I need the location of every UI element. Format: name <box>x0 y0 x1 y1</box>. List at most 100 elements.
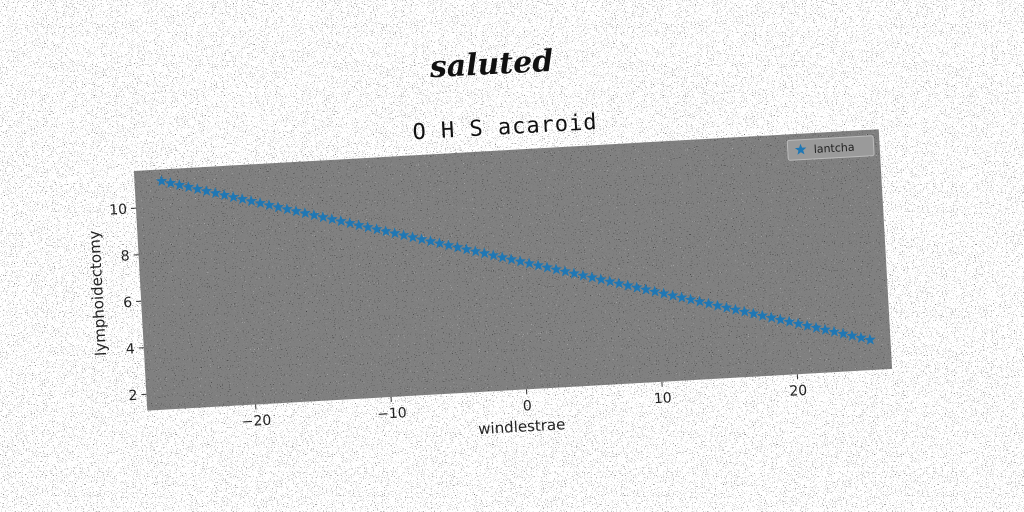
data-point <box>326 213 338 225</box>
data-point <box>577 269 589 281</box>
data-point <box>810 321 822 333</box>
data-point <box>505 253 517 265</box>
data-point <box>855 331 867 343</box>
data-point <box>281 203 293 215</box>
data-point <box>765 311 778 323</box>
figure-suptitle: saluted <box>428 44 554 85</box>
data-point <box>864 333 876 345</box>
data-point <box>245 195 257 207</box>
data-point <box>720 301 733 313</box>
data-point <box>451 241 464 253</box>
data-point <box>191 183 204 195</box>
data-point <box>667 289 679 301</box>
data-point <box>388 227 401 239</box>
x-tick-label: −20 <box>241 413 271 431</box>
x-tick-label: 10 <box>653 390 672 407</box>
data-point <box>460 243 473 255</box>
x-axis-label: windlestrae <box>478 415 566 438</box>
data-point <box>658 287 670 299</box>
data-point <box>613 277 625 289</box>
data-point <box>415 233 428 245</box>
data-point <box>586 271 598 283</box>
data-point <box>640 283 652 295</box>
data-point <box>433 237 446 249</box>
data-point <box>290 205 302 217</box>
data-point <box>478 247 491 259</box>
data-point <box>783 315 795 327</box>
data-point <box>254 197 266 209</box>
legend-box <box>786 135 875 161</box>
plot-noise-light <box>133 129 893 411</box>
data-point <box>819 323 831 335</box>
data-point <box>227 191 239 203</box>
y-tick-label: 2 <box>128 388 138 404</box>
data-point <box>550 263 562 275</box>
data-point <box>792 317 804 329</box>
y-tick-label: 10 <box>109 202 128 219</box>
data-point <box>182 181 195 193</box>
data-point <box>514 255 526 267</box>
data-point <box>675 291 688 303</box>
data-point <box>801 319 813 331</box>
data-point <box>684 293 697 305</box>
data-point <box>164 177 177 189</box>
data-point <box>774 313 787 325</box>
data-point <box>559 265 571 277</box>
data-point <box>837 327 849 339</box>
data-point <box>218 189 230 201</box>
data-point <box>200 185 213 197</box>
data-point <box>649 285 661 297</box>
data-point <box>424 235 437 247</box>
data-point <box>568 267 580 279</box>
data-point <box>299 207 311 219</box>
x-tick-label: −10 <box>377 405 407 423</box>
data-point <box>335 215 347 227</box>
data-point <box>756 309 769 321</box>
data-point <box>711 299 724 311</box>
y-tick-label: 6 <box>123 295 133 311</box>
data-point <box>209 187 222 199</box>
data-point <box>693 295 706 307</box>
data-point <box>595 273 607 285</box>
data-point <box>344 217 356 229</box>
legend: lantcha <box>786 135 875 161</box>
y-tick-label: 4 <box>125 341 135 357</box>
x-tick-label: 0 <box>523 398 533 414</box>
series-points <box>155 175 876 345</box>
data-point <box>155 175 168 187</box>
data-point <box>272 201 284 213</box>
data-point <box>496 251 509 263</box>
data-point <box>747 307 760 319</box>
data-point <box>397 229 410 241</box>
data-point <box>469 245 482 257</box>
data-point <box>523 257 535 269</box>
data-point <box>729 303 742 315</box>
legend-entry-label: lantcha <box>813 141 855 156</box>
data-point <box>846 329 858 341</box>
data-point <box>317 211 329 223</box>
x-tick-label: 20 <box>789 383 808 400</box>
x-axis-ticks: −20 −10 0 10 20 <box>241 374 808 431</box>
data-point <box>308 209 320 221</box>
data-point <box>173 179 186 191</box>
data-point <box>604 275 616 287</box>
data-point <box>263 199 275 211</box>
data-point <box>541 261 553 273</box>
data-point <box>631 281 643 293</box>
data-point <box>487 249 500 261</box>
data-point <box>236 193 248 205</box>
data-point <box>353 219 365 231</box>
data-point <box>371 223 383 235</box>
data-point <box>622 279 634 291</box>
data-point <box>442 239 455 251</box>
data-point <box>362 221 374 233</box>
data-point <box>828 325 840 337</box>
legend-marker-star <box>794 143 807 155</box>
data-point <box>406 231 419 243</box>
data-point <box>532 259 544 271</box>
data-point <box>702 297 715 309</box>
y-axis-ticks: 2 4 6 8 10 <box>109 202 147 404</box>
data-point <box>380 225 392 237</box>
